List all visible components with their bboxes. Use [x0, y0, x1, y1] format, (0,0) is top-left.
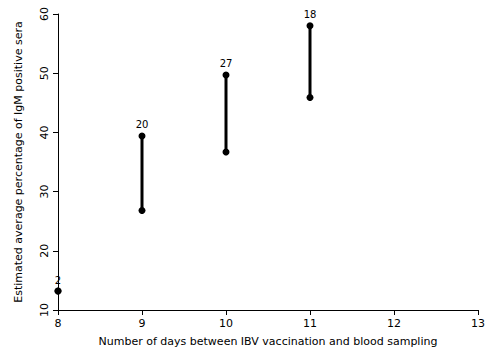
svg-text:20: 20 [136, 119, 149, 130]
svg-text:20: 20 [38, 244, 51, 258]
svg-text:60: 60 [38, 7, 51, 21]
svg-text:2: 2 [55, 275, 61, 286]
svg-text:30: 30 [38, 185, 51, 199]
svg-text:Number of days between IBV vac: Number of days between IBV vaccination a… [99, 335, 438, 348]
svg-text:10: 10 [219, 317, 233, 330]
svg-text:27: 27 [220, 58, 233, 69]
svg-text:9: 9 [139, 317, 146, 330]
svg-text:18: 18 [304, 9, 317, 20]
svg-text:13: 13 [471, 317, 485, 330]
svg-text:40: 40 [38, 125, 51, 139]
svg-text:12: 12 [387, 317, 401, 330]
svg-text:Estimated average percentage o: Estimated average percentage of IgM posi… [12, 21, 25, 302]
svg-text:8: 8 [55, 317, 62, 330]
svg-text:10: 10 [38, 303, 51, 317]
svg-text:50: 50 [38, 66, 51, 80]
svg-text:11: 11 [303, 317, 317, 330]
